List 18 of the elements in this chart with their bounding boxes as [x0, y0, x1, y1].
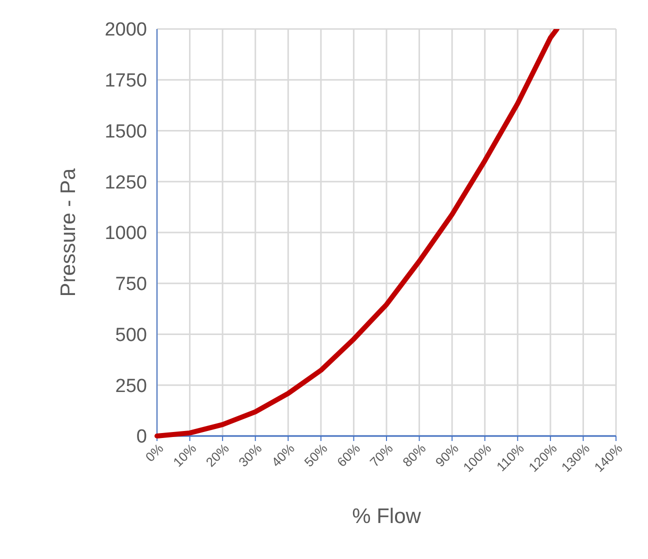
y-tick-label: 1250 — [104, 172, 147, 194]
x-axis-title: % Flow — [352, 505, 422, 528]
y-tick-label: 250 — [115, 376, 147, 397]
x-tick-label: 70% — [366, 440, 396, 470]
x-tick-label: 30% — [236, 440, 265, 470]
y-tick-label: 1000 — [104, 223, 147, 244]
y-tick-label: 0 — [136, 426, 147, 448]
x-tick-label: 90% — [432, 440, 462, 470]
y-tick-label: 500 — [115, 324, 147, 346]
y-tick-label: 2000 — [104, 20, 147, 41]
x-tick-label: 40% — [268, 440, 298, 470]
y-tick-label: 1500 — [104, 121, 147, 142]
y-tick-label: 1750 — [104, 70, 147, 92]
x-tick-label: 80% — [400, 440, 429, 470]
y-axis-title: Pressure - Pa — [57, 168, 80, 297]
x-tick-label: 50% — [301, 440, 331, 470]
x-tick-label: 60% — [334, 440, 364, 470]
y-tick-label: 750 — [115, 274, 147, 296]
